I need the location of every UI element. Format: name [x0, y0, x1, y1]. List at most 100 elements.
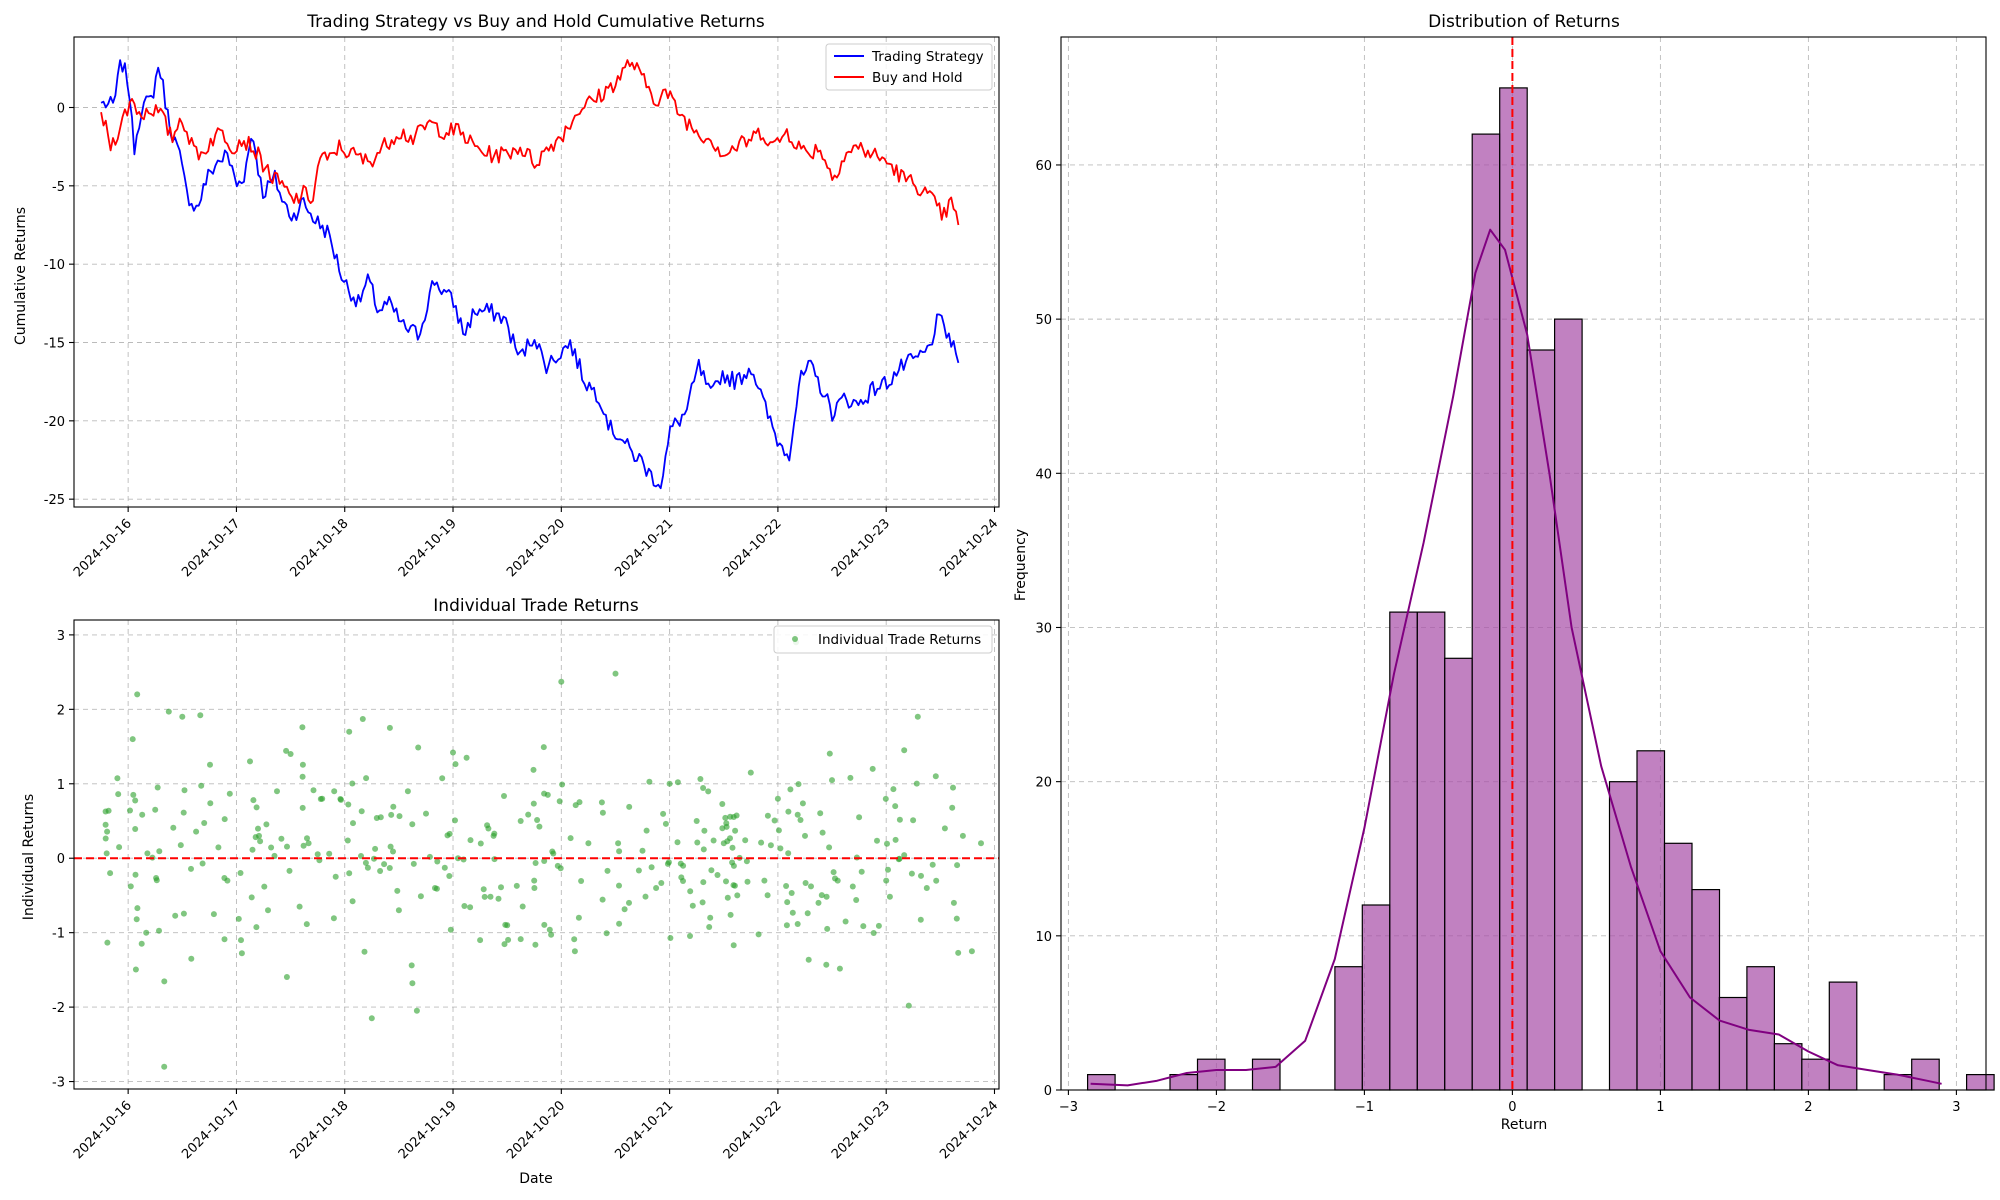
- trade-point: [819, 829, 826, 836]
- trade-point: [697, 776, 704, 782]
- trade-point: [177, 842, 184, 849]
- trade-point: [853, 897, 860, 903]
- legend-label-individual-trade-returns: Individual Trade Returns: [818, 632, 981, 648]
- legend-swatch-individual-trade-returns: [792, 636, 798, 642]
- trade-point: [417, 893, 424, 900]
- cumulative-chart-title: Trading Strategy vs Buy and Hold Cumulat…: [306, 12, 765, 32]
- trade-point: [287, 751, 294, 757]
- trade-point: [314, 851, 321, 858]
- trade-point: [730, 942, 737, 949]
- trade-point: [161, 1063, 168, 1070]
- trade-point: [775, 827, 782, 834]
- trade-point: [706, 924, 713, 930]
- legend-label-buy-and-hold: Buy and Hold: [872, 70, 963, 86]
- trade-point: [274, 788, 280, 795]
- trade-point: [884, 840, 890, 847]
- trade-point: [836, 965, 843, 972]
- trade-point: [170, 824, 177, 831]
- trade-point: [710, 837, 717, 844]
- x-tick-label: 2: [1804, 1100, 1812, 1115]
- trade-point: [648, 864, 655, 871]
- trade-point: [299, 761, 306, 768]
- trade-point: [249, 846, 256, 853]
- trade-point: [603, 930, 610, 937]
- trade-point: [532, 860, 539, 866]
- trade-point: [968, 948, 975, 955]
- trade-point: [808, 883, 814, 890]
- trade-point: [144, 850, 151, 857]
- trade-point: [734, 892, 741, 899]
- trade-point: [744, 878, 751, 885]
- trade-point: [785, 850, 792, 857]
- trade-point: [658, 880, 665, 886]
- x-tick-label: −1: [1355, 1100, 1374, 1115]
- y-tick-label: -25: [44, 493, 65, 508]
- trade-point: [461, 903, 468, 909]
- trade-point: [978, 840, 984, 847]
- trade-point: [296, 903, 303, 910]
- trade-point: [156, 927, 162, 934]
- trade-point: [519, 903, 526, 910]
- trade-point: [299, 773, 306, 780]
- trade-point: [802, 832, 808, 839]
- trade-point: [598, 799, 605, 806]
- trade-point: [395, 907, 402, 914]
- trade-point: [832, 875, 838, 882]
- trade-point: [646, 778, 653, 785]
- trade-point: [805, 956, 812, 963]
- y-tick-label: 0: [1044, 1084, 1052, 1099]
- trade-point: [799, 800, 806, 807]
- trade-point: [332, 873, 339, 880]
- trade-point: [719, 801, 726, 807]
- trade-point: [896, 855, 903, 862]
- trade-point: [599, 896, 606, 903]
- trade-point: [731, 882, 738, 889]
- distribution-x-ticks: −3 −2 −1 0 1 2 3: [1059, 1090, 1961, 1115]
- cumulative-y-axis-label: Cumulative Returns: [13, 207, 29, 345]
- trade-point: [856, 814, 863, 821]
- trade-point: [917, 916, 924, 923]
- trade-point: [758, 839, 765, 846]
- x-tick-label: 0: [1508, 1100, 1516, 1115]
- trade-point: [180, 910, 187, 917]
- cumulative-axes-frame: [73, 36, 1000, 508]
- trade-point: [261, 883, 268, 890]
- trade-point: [116, 844, 123, 851]
- trade-point: [558, 678, 565, 685]
- trade-point: [303, 921, 310, 928]
- trade-point: [181, 787, 188, 794]
- trade-point: [484, 822, 491, 829]
- trade-point: [604, 867, 611, 874]
- cumulative-series-lines: [100, 59, 960, 490]
- trade-point: [299, 804, 306, 811]
- trade-point: [138, 940, 145, 947]
- y-tick-label: -2: [52, 1001, 65, 1016]
- trade-point: [733, 812, 740, 819]
- trade-point: [860, 923, 867, 930]
- trade-point: [701, 827, 708, 834]
- kde-curve: [1090, 228, 1942, 1087]
- histogram-bar: [1691, 888, 1721, 1091]
- trade-point: [747, 769, 754, 776]
- trades-legend-box: [773, 625, 993, 654]
- trade-point: [408, 962, 415, 969]
- y-tick-label: 10: [1035, 930, 1052, 945]
- trades-chart-title: Individual Trade Returns: [433, 596, 639, 616]
- trades-y-ticks: 3 2 1 0 -1 -2 -3: [52, 629, 74, 1091]
- trade-point: [783, 922, 790, 929]
- trade-point: [694, 839, 701, 846]
- trade-point: [363, 775, 370, 782]
- trade-point: [134, 691, 141, 698]
- trade-point: [892, 836, 899, 843]
- trade-point: [783, 883, 790, 889]
- y-tick-label: 3: [57, 629, 65, 644]
- trade-point: [517, 818, 524, 824]
- trade-point: [495, 895, 502, 902]
- trade-point: [883, 877, 890, 884]
- trade-point: [639, 847, 646, 854]
- trade-point: [729, 844, 736, 851]
- trade-point: [817, 810, 824, 817]
- trade-point: [346, 870, 353, 877]
- trade-point: [666, 780, 673, 787]
- trade-point: [708, 867, 715, 874]
